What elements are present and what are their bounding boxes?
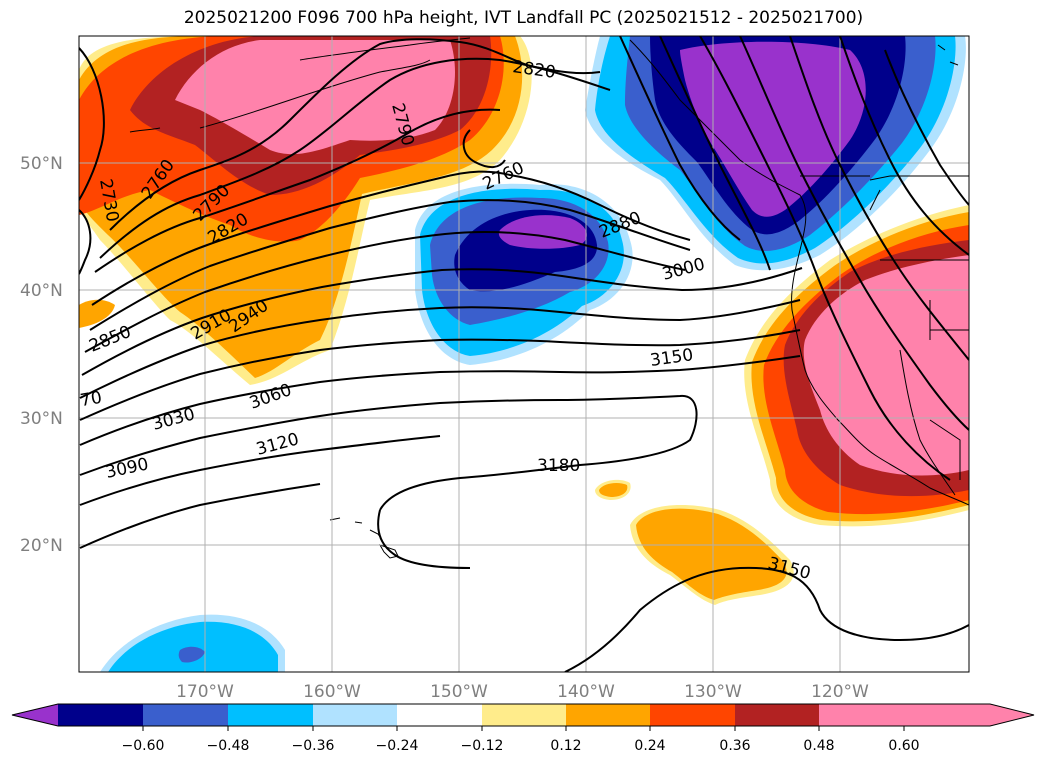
height-contours (79, 36, 969, 672)
colorbar-segment (482, 704, 566, 726)
colorbar-tick: −0.36 (292, 738, 335, 754)
colorbar-segment (228, 704, 313, 726)
lat-label: 30°N (20, 409, 63, 429)
gridlines (79, 36, 969, 672)
colorbar-segment (735, 704, 819, 726)
colorbar: −0.60 −0.48 −0.36 −0.24 −0.12 0.12 0.24 … (11, 703, 1035, 754)
ivt-negative-south (100, 614, 285, 672)
colorbar-tick: 0.36 (719, 738, 750, 754)
colorbar-tick: −0.12 (461, 738, 504, 754)
contour-label: 3180 (537, 456, 580, 476)
latitude-labels: 50°N 40°N 30°N 20°N (20, 154, 63, 556)
lon-label: 140°W (557, 682, 615, 702)
colorbar-segment (143, 704, 228, 726)
colorbar-segment (313, 704, 397, 726)
lon-label: 150°W (430, 682, 488, 702)
plot-frame (78, 35, 970, 673)
colorbar-tick: −0.24 (376, 738, 419, 754)
colorbar-tick: −0.60 (122, 738, 165, 754)
map-plot-area: 2820 2790 2760 2730 2760 2790 2820 2880 … (79, 36, 969, 672)
colorbar-segment (58, 704, 143, 726)
lon-label: 160°W (303, 682, 361, 702)
colorbar-segment (819, 704, 904, 726)
lat-label: 20°N (20, 536, 63, 556)
colorbar-tick: 0.48 (803, 738, 834, 754)
colorbar-segment (650, 704, 735, 726)
lon-label: 170°W (176, 682, 234, 702)
ivt-negative-pacific-low (415, 183, 633, 365)
colorbar-tick: 0.12 (550, 738, 581, 754)
colorbar-segment (397, 704, 482, 726)
lon-label: 120°W (811, 682, 869, 702)
ivt-positive-subtropics (595, 479, 794, 605)
lat-label: 40°N (20, 281, 63, 301)
ivt-positive-north-pacific (79, 36, 532, 385)
colorbar-tick: 0.24 (634, 738, 665, 754)
colorbar-tick: −0.48 (207, 738, 250, 754)
colorbar-extend-left (12, 704, 58, 726)
colorbar-segment (566, 704, 650, 726)
longitude-labels: 170°W 160°W 150°W 140°W 130°W 120°W (176, 682, 869, 702)
colorbar-extend-right (904, 704, 1034, 726)
map-title: 2025021200 F096 700 hPa height, IVT Land… (183, 8, 864, 28)
colorbar-tick: 0.60 (888, 738, 919, 754)
lon-label: 130°W (684, 682, 742, 702)
lat-label: 50°N (20, 154, 63, 174)
